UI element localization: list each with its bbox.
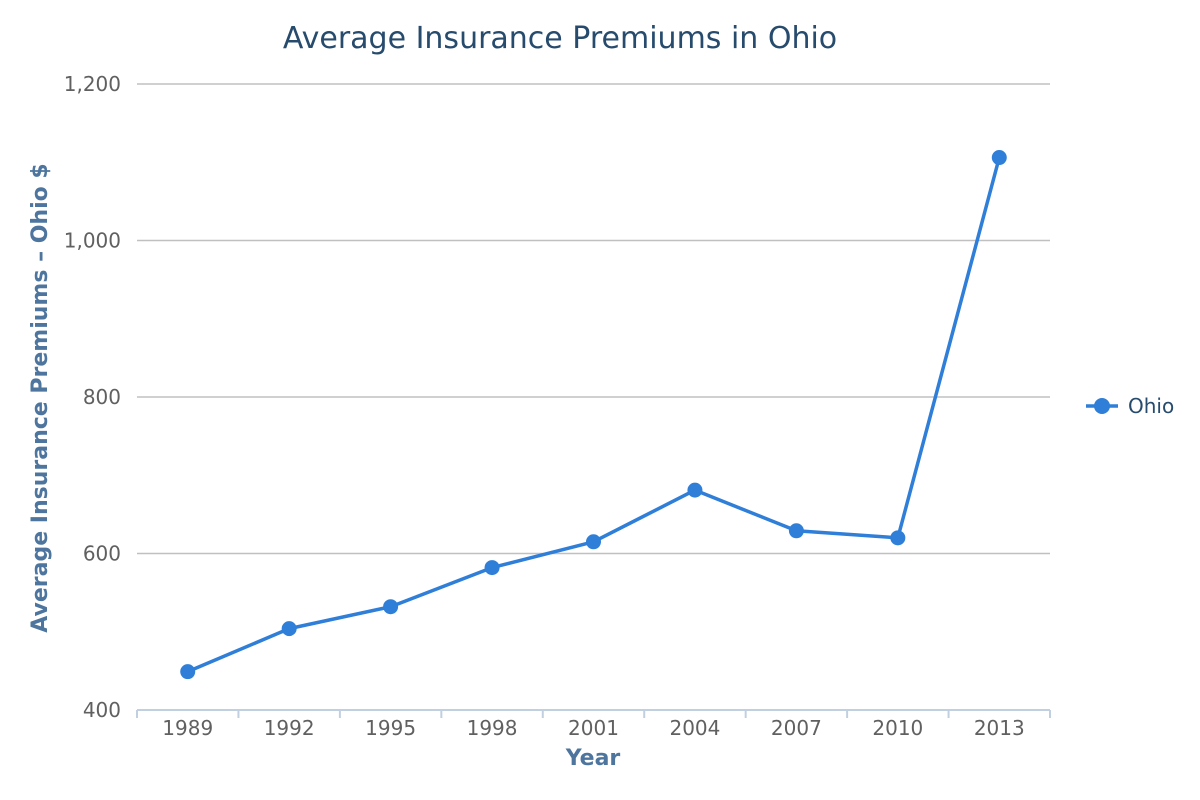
x-tick-label: 2007 — [771, 716, 822, 740]
data-point[interactable] — [991, 150, 1007, 166]
x-tick-label: 2013 — [974, 716, 1025, 740]
data-point[interactable] — [383, 599, 399, 615]
x-tick-label: 2010 — [872, 716, 923, 740]
x-tick-label: 1992 — [264, 716, 315, 740]
x-tick-label: 2004 — [669, 716, 720, 740]
y-axis-tick-labels: 400 600 800 1,000 1,200 — [64, 72, 121, 722]
data-point[interactable] — [484, 560, 500, 576]
data-point[interactable] — [890, 530, 906, 546]
x-tick-label: 1995 — [365, 716, 416, 740]
series-ohio — [180, 150, 1007, 680]
data-point[interactable] — [180, 664, 196, 680]
chart-title: Average Insurance Premiums in Ohio — [283, 21, 837, 56]
legend-label-ohio: Ohio — [1128, 394, 1174, 418]
y-tick-label: 1,000 — [64, 229, 121, 253]
y-tick-label: 1,200 — [64, 72, 121, 96]
x-tick-label: 1989 — [162, 716, 213, 740]
gridlines — [137, 83, 1050, 555]
x-axis — [136, 709, 1051, 718]
x-axis-label: Year — [565, 746, 621, 771]
x-tick-label: 2001 — [568, 716, 619, 740]
data-point[interactable] — [788, 523, 804, 539]
y-axis-label: Average Insurance Premiums – Ohio $ — [28, 163, 53, 632]
data-point[interactable] — [687, 482, 703, 498]
series-line-ohio — [185, 155, 1002, 674]
legend-dot-marker — [1094, 398, 1110, 414]
y-tick-label: 400 — [83, 698, 121, 722]
y-tick-label: 800 — [83, 385, 121, 409]
data-point[interactable] — [586, 534, 601, 550]
x-tick-label: 1998 — [467, 716, 518, 740]
y-tick-label: 600 — [83, 542, 121, 566]
x-axis-tick-labels: 1989 1992 1995 1998 2001 2004 2007 2010 2013 — [162, 716, 1024, 740]
data-point[interactable] — [281, 621, 297, 637]
legend[interactable]: Ohio — [1086, 394, 1174, 418]
